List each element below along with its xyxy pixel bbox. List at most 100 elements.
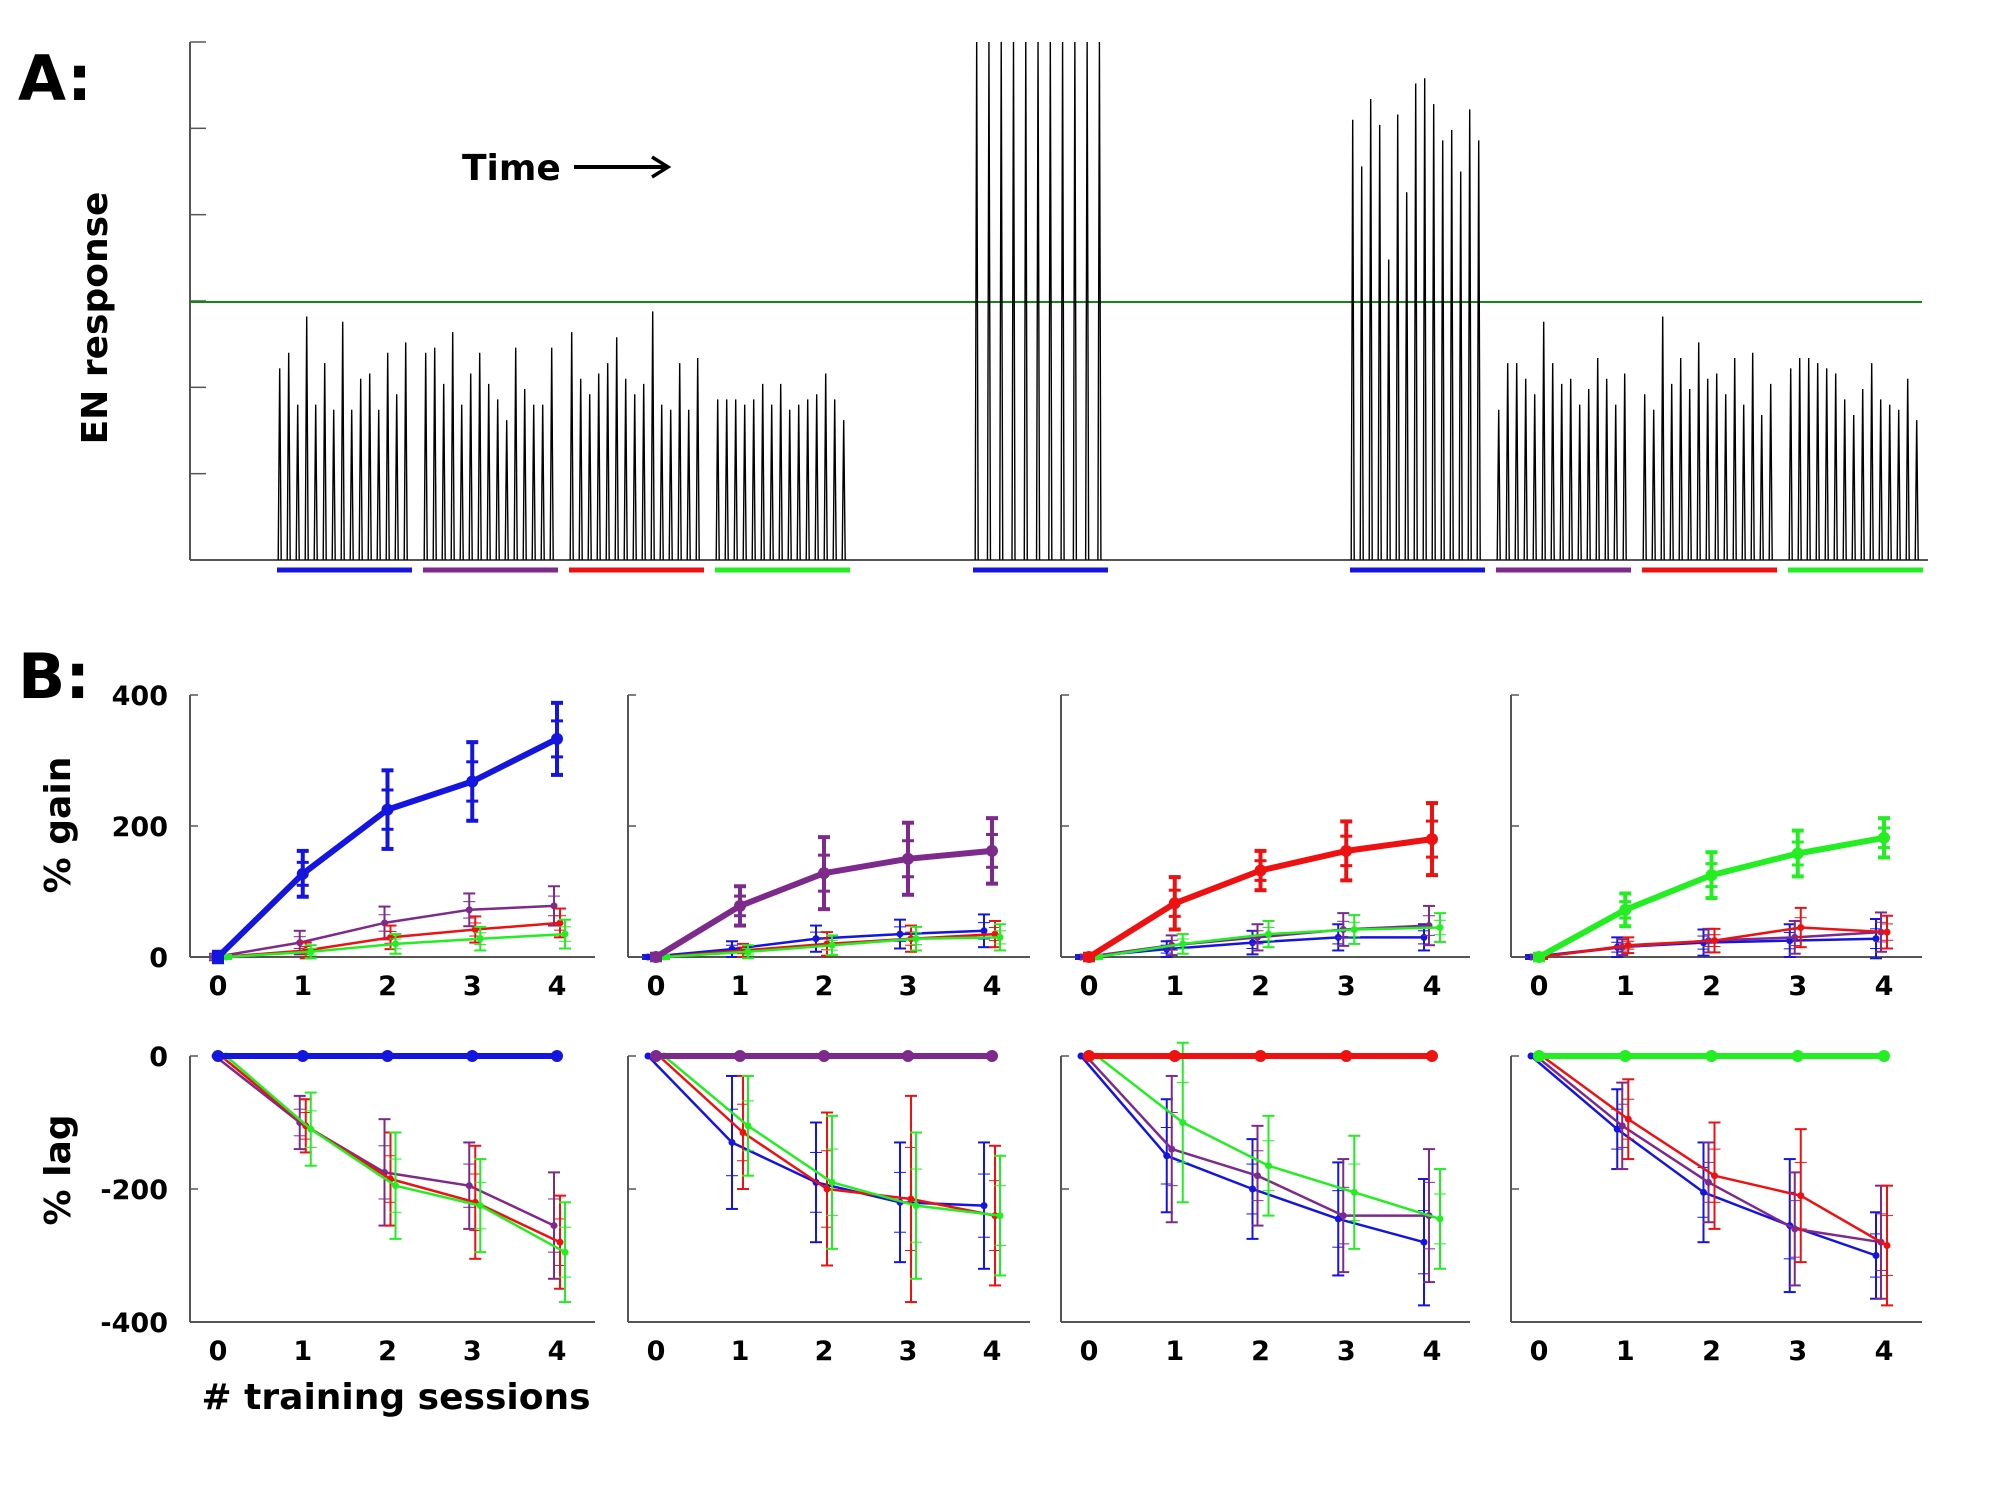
data-point xyxy=(1083,951,1095,963)
subplot-lag-green: 0 1 2 3 4 xyxy=(1510,1050,1922,1367)
data-point xyxy=(1163,1152,1171,1160)
x-tick-label: 0 xyxy=(209,1336,228,1367)
panel-a-y-label: EN response xyxy=(75,192,116,445)
x-tick-label: 0 xyxy=(1530,1336,1549,1367)
data-point xyxy=(644,953,652,961)
data-point xyxy=(1711,1172,1718,1180)
series-green-trained xyxy=(1533,1050,1890,1062)
data-point xyxy=(828,941,836,949)
x-tick-label: 1 xyxy=(293,1336,312,1367)
data-point xyxy=(1339,1212,1347,1220)
data-point xyxy=(1179,1119,1187,1126)
x-tick-label: 2 xyxy=(815,1336,834,1367)
x-tick-label: 0 xyxy=(647,1336,666,1367)
series-green xyxy=(222,1052,571,1304)
data-point xyxy=(212,951,224,963)
x-tick-label: 4 xyxy=(1875,1336,1894,1367)
series-red xyxy=(217,1052,566,1290)
data-point xyxy=(823,1185,831,1193)
data-point xyxy=(1618,1122,1626,1130)
series-red-trained xyxy=(1083,1050,1438,1062)
data-point xyxy=(996,933,1004,941)
data-point xyxy=(1249,939,1256,947)
series-purple xyxy=(1532,1052,1887,1300)
series-green-trained xyxy=(1533,816,1890,963)
x-tick-label: 0 xyxy=(647,971,666,1002)
data-point xyxy=(986,844,998,857)
series-blue xyxy=(644,1052,990,1270)
x-tick-label: 1 xyxy=(293,971,312,1002)
subplot-lag-purple: 0 1 2 3 4 xyxy=(627,1050,1030,1367)
data-point xyxy=(1797,1192,1805,1200)
x-tick-label: 4 xyxy=(983,971,1002,1002)
data-point xyxy=(734,1050,746,1062)
data-point xyxy=(1527,1052,1535,1060)
data-point xyxy=(812,935,820,943)
series-green xyxy=(658,923,1006,961)
x-tick-label: 4 xyxy=(1875,971,1894,1002)
x-tick-label: 4 xyxy=(1423,1336,1442,1367)
x-tick-label: 0 xyxy=(1530,971,1549,1002)
panel-b-label: B: xyxy=(18,640,90,713)
data-point xyxy=(1883,928,1891,936)
series-green xyxy=(660,1052,1006,1280)
x-tick-label: 2 xyxy=(1251,971,1270,1002)
data-point xyxy=(1265,1162,1272,1170)
data-point xyxy=(1426,833,1438,846)
data-point xyxy=(991,930,999,938)
data-point xyxy=(1350,925,1358,933)
data-point xyxy=(1350,1188,1358,1196)
x-tick-label: 2 xyxy=(815,971,834,1002)
data-point xyxy=(980,1202,988,1210)
data-point xyxy=(1077,1052,1085,1060)
subplot-lag-blue: -400 -200 0 0 1 2 3 4 xyxy=(100,1042,595,1367)
x-tick-label: 3 xyxy=(1788,1336,1807,1367)
data-point xyxy=(1705,869,1718,882)
subplot-gain-green: 0 1 2 3 4 xyxy=(1510,694,1922,1002)
data-point xyxy=(744,1122,752,1130)
data-point xyxy=(1168,1050,1181,1062)
data-point xyxy=(1265,930,1272,938)
data-point xyxy=(902,852,914,865)
x-tick-label: 0 xyxy=(1080,1336,1099,1367)
spike-burst-purple xyxy=(423,332,554,561)
data-point xyxy=(728,1138,736,1146)
series-blue-trained xyxy=(212,700,563,965)
data-point xyxy=(1168,897,1181,910)
x-tick-label: 4 xyxy=(548,971,567,1002)
data-point xyxy=(1533,1050,1545,1062)
data-point xyxy=(739,1128,747,1136)
data-point xyxy=(1254,864,1267,877)
data-point xyxy=(476,935,484,943)
x-tick-label: 1 xyxy=(1616,971,1635,1002)
spike-burst-green xyxy=(1788,357,1919,561)
x-tick-label: 0 xyxy=(1080,971,1099,1002)
data-point xyxy=(1613,1125,1621,1133)
data-point xyxy=(1334,1215,1342,1223)
data-point xyxy=(912,935,920,943)
series-red xyxy=(1536,906,1893,961)
data-point xyxy=(650,951,662,963)
x-tick-label: 3 xyxy=(1337,1336,1356,1367)
data-point xyxy=(561,1248,569,1256)
data-point xyxy=(1420,1238,1428,1246)
subplot-gain-blue: 0 200 400 0 1 2 3 4 xyxy=(112,681,595,1002)
y-tick-label: -400 xyxy=(100,1308,168,1339)
spike-burst-blue xyxy=(974,41,1102,561)
data-point xyxy=(1340,1050,1353,1062)
data-point xyxy=(1619,1050,1632,1062)
series-green xyxy=(220,918,571,961)
x-tick-label: 1 xyxy=(1616,1336,1635,1367)
subplot-lag-red: 0 1 2 3 4 xyxy=(1060,1041,1470,1367)
series-red xyxy=(1538,1052,1893,1307)
spike-burst-blue xyxy=(1350,78,1481,561)
x-tick-label: 3 xyxy=(1337,971,1356,1002)
data-point xyxy=(466,1050,479,1062)
data-point xyxy=(476,1202,484,1210)
data-point xyxy=(1436,1215,1444,1223)
data-point xyxy=(1711,937,1718,945)
series-purple xyxy=(211,1052,560,1280)
x-tick-label: 0 xyxy=(209,971,228,1002)
data-point xyxy=(465,906,473,914)
